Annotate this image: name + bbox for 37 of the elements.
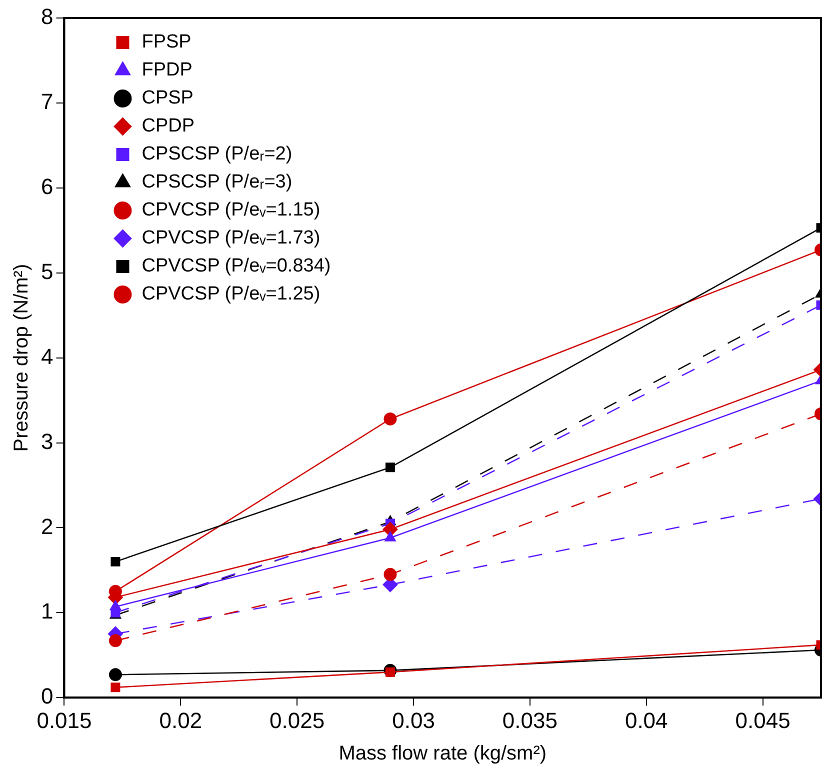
y-tick-label: 5 [40,258,54,284]
point [108,668,122,682]
y-tick-label: 7 [40,89,54,114]
x-tick-label: 0.04 [624,708,668,733]
x-tick-label: 0.025 [270,708,325,733]
x-tick-label: 0.015 [36,708,92,733]
y-tick-label: 0 [40,684,54,709]
y-tick-label: 3 [40,428,54,454]
legend-label: CPVCSP (P/eᵥ=1.25) [142,284,320,305]
y-axis-title: Pressure drop (N/m²) [10,264,33,452]
legend-label: CPVCSP (P/eᵥ=1.15) [142,200,320,221]
point [110,556,120,566]
point [384,412,397,426]
y-tick-label: 2 [40,514,54,539]
point [108,634,122,648]
x-axis-title: Mass flow rate (kg/sm²) [338,742,547,765]
legend-label: CPVCSP (P/eᵥ=1.73) [142,228,320,249]
y-tick-label: 8 [40,4,54,30]
point [110,682,120,692]
x-tick-label: 0.045 [735,708,790,733]
point [384,531,396,542]
legend-label: CPVCSP (P/eᵥ=0.834) [142,256,331,277]
x-tick-label: 0.03 [392,708,435,733]
point [110,600,122,610]
y-tick-label: 1 [40,598,54,624]
legend-label: FPDP [142,60,192,81]
y-tick-label: 6 [40,174,54,199]
legend-label: CPSP [142,88,194,109]
point [384,568,397,581]
legend-label: CPDP [142,116,195,137]
x-tick-label: 0.035 [502,708,558,733]
point [385,462,395,472]
x-tick-label: 0.02 [159,708,202,733]
legend-label: CPSCSP (P/eᵣ=3) [142,172,292,193]
legend-label: CPSCSP (P/eᵣ=2) [142,144,292,165]
y-tick-label: 4 [40,344,54,369]
legend-label: FPSP [142,32,192,53]
